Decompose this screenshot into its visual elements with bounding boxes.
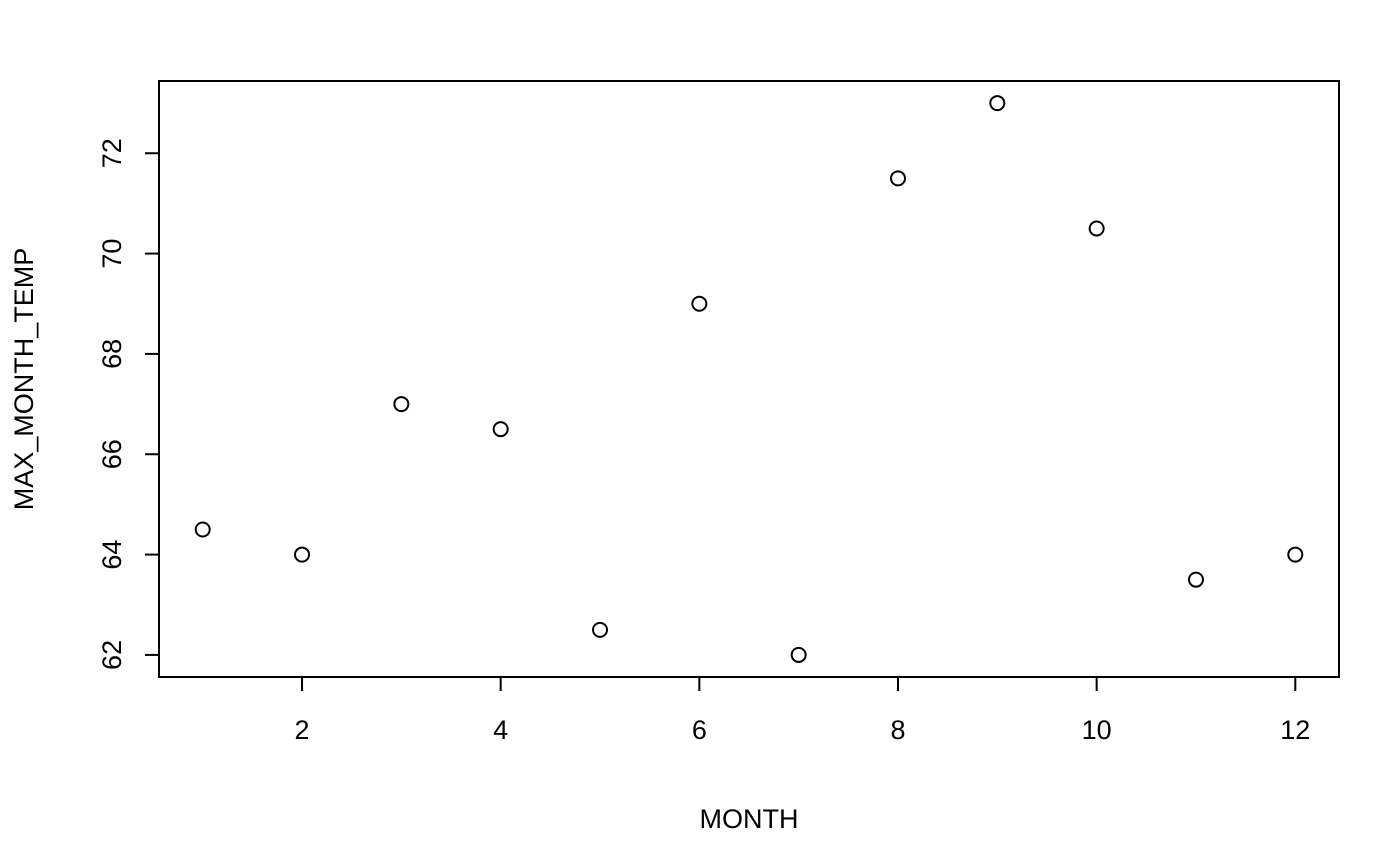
data-point xyxy=(1187,571,1204,588)
y-tick-label: 72 xyxy=(97,138,127,168)
data-point xyxy=(194,521,211,538)
data-point xyxy=(492,421,509,438)
data-point xyxy=(294,546,311,563)
data-point xyxy=(691,295,708,312)
data-point xyxy=(989,95,1006,112)
y-axis-label: MAX_MONTH_TEMP xyxy=(9,248,39,511)
y-tick-label: 68 xyxy=(97,339,127,369)
x-tick-label: 6 xyxy=(692,715,707,745)
x-tick-label: 2 xyxy=(295,715,310,745)
x-tick-label: 4 xyxy=(493,715,508,745)
x-tick-label: 8 xyxy=(890,715,905,745)
y-tick-label: 64 xyxy=(97,540,127,570)
y-tick-label: 66 xyxy=(97,439,127,469)
x-axis-label: MONTH xyxy=(700,804,799,834)
x-tick-label: 12 xyxy=(1280,715,1310,745)
x-axis: 2 4 6 8 10 12 xyxy=(295,676,1310,745)
data-point xyxy=(393,396,410,413)
y-tick-label: 70 xyxy=(97,239,127,269)
data-point xyxy=(790,646,807,663)
data-point xyxy=(1287,546,1304,563)
data-point xyxy=(592,621,609,638)
y-tick-label: 62 xyxy=(97,640,127,670)
data-points xyxy=(194,95,1304,663)
y-axis: 62 64 66 68 70 72 xyxy=(97,138,160,670)
data-point xyxy=(889,170,906,187)
x-tick-label: 10 xyxy=(1082,715,1112,745)
data-point xyxy=(1088,220,1105,237)
